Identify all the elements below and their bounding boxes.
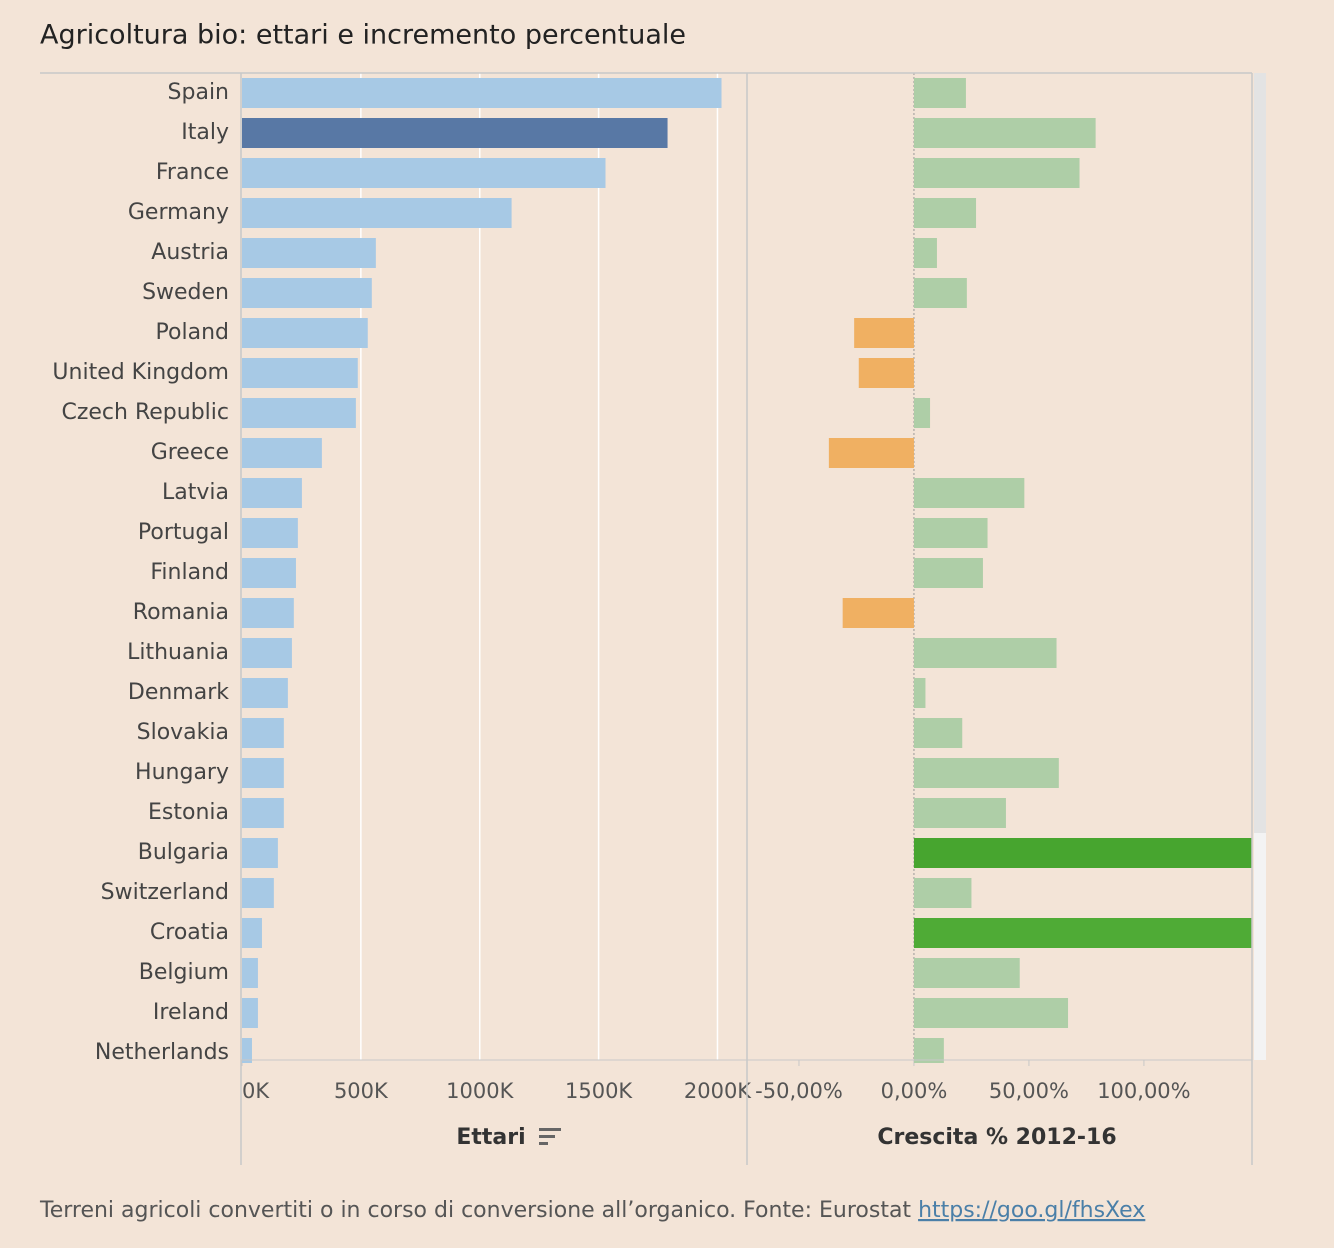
x-tick-label: 0K — [242, 1079, 270, 1103]
bar — [913, 918, 1252, 948]
bar — [842, 598, 914, 628]
x-tick-label: 2000K — [684, 1079, 752, 1103]
bar — [913, 798, 1006, 828]
category-label: Croatia — [150, 920, 229, 945]
scrollbar-thumb[interactable] — [1254, 73, 1266, 833]
bars — [828, 78, 1252, 1063]
x-tick-label: 1500K — [565, 1079, 633, 1103]
bar — [242, 518, 298, 548]
category-label: Finland — [150, 560, 229, 585]
x-tick-label: 500K — [334, 1079, 389, 1103]
bar — [242, 558, 296, 588]
bar — [242, 198, 512, 228]
x-tick-label: 0,00% — [881, 1079, 948, 1103]
bar — [242, 238, 376, 268]
x-tick-label: 1000K — [446, 1079, 514, 1103]
x-tick-label: -50,00% — [755, 1079, 843, 1103]
category-label: Portugal — [138, 520, 229, 545]
category-label: Slovakia — [137, 720, 229, 745]
category-label: Greece — [151, 440, 229, 465]
category-label: Italy — [181, 120, 229, 145]
bar — [913, 678, 926, 708]
footer: Terreni agricoli convertiti o in corso d… — [39, 1198, 1145, 1223]
category-label: Austria — [151, 240, 229, 265]
bar — [242, 918, 262, 948]
bar — [913, 518, 988, 548]
category-label: Ireland — [153, 1000, 229, 1025]
bar — [242, 718, 284, 748]
bar — [242, 878, 274, 908]
category-label: Latvia — [162, 480, 229, 505]
bar — [913, 958, 1020, 988]
category-label: Sweden — [142, 280, 229, 305]
category-label: Lithuania — [127, 640, 229, 665]
bar — [913, 398, 931, 428]
bar — [242, 958, 258, 988]
bar — [913, 238, 937, 268]
category-label: Belgium — [139, 960, 229, 985]
bar — [242, 638, 292, 668]
bar — [242, 998, 258, 1028]
scrollbar-track[interactable] — [1254, 833, 1266, 1060]
bar — [913, 718, 963, 748]
category-label: Switzerland — [101, 880, 229, 905]
category-label: Czech Republic — [61, 400, 229, 425]
bar — [913, 758, 1059, 788]
bar — [242, 78, 722, 108]
bar — [242, 278, 372, 308]
footer-text: Terreni agricoli convertiti o in corso d… — [39, 1198, 911, 1223]
category-label: Denmark — [128, 680, 229, 705]
bar — [913, 998, 1069, 1028]
bar — [242, 598, 294, 628]
category-label: Romania — [133, 600, 229, 625]
bars — [242, 78, 722, 1063]
bar — [242, 358, 358, 388]
category-label: Spain — [168, 80, 229, 105]
bar — [242, 1038, 252, 1063]
category-label: Bulgaria — [138, 840, 229, 865]
bar — [913, 278, 967, 308]
bar — [242, 158, 606, 188]
bar — [913, 558, 983, 588]
bar — [828, 438, 914, 468]
bar — [242, 678, 288, 708]
title: Agricoltura bio: ettari e incremento per… — [40, 20, 686, 51]
bar — [242, 318, 368, 348]
bar — [913, 638, 1057, 668]
x-axis-title: Ettari — [456, 1125, 525, 1150]
bar — [913, 198, 977, 228]
bar — [242, 798, 284, 828]
bar — [913, 158, 1080, 188]
sort-icon[interactable] — [539, 1128, 561, 1145]
bar — [242, 478, 302, 508]
category-label: France — [156, 160, 229, 185]
bar — [242, 118, 668, 148]
category-label: United Kingdom — [52, 360, 229, 385]
plot: 0K 500K 1000K 1500K 2000K Spain Italy France Ger… — [52, 73, 1252, 1103]
bar — [242, 758, 284, 788]
bar — [242, 398, 356, 428]
category-label: Hungary — [135, 760, 229, 785]
footer-link[interactable]: https://goo.gl/fhsXex — [918, 1198, 1145, 1223]
bar — [913, 478, 1025, 508]
category-label: Estonia — [148, 800, 229, 825]
x-axis-title: Crescita % 2012-16 — [877, 1125, 1116, 1150]
bar — [242, 438, 322, 468]
bar — [854, 318, 914, 348]
category-label: Poland — [156, 320, 229, 345]
bar — [913, 118, 1096, 148]
bar — [913, 878, 972, 908]
category-label: Germany — [128, 200, 229, 225]
bar — [913, 78, 966, 108]
category-label: Netherlands — [95, 1040, 229, 1065]
bar — [242, 838, 278, 868]
bar — [913, 838, 1252, 868]
bar — [858, 358, 914, 388]
x-tick-label: 50,00% — [989, 1079, 1069, 1103]
bar — [913, 1038, 944, 1063]
x-tick-label: 100,00% — [1097, 1079, 1190, 1103]
